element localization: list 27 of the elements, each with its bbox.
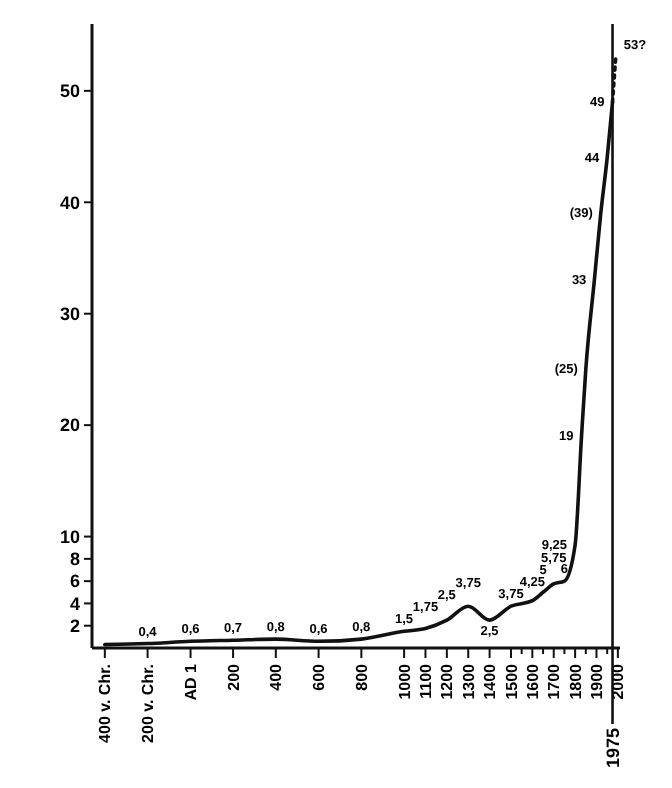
- x-tick-label: 800: [352, 662, 371, 691]
- x-tick-label: 400 v. Chr.: [96, 664, 115, 743]
- x-tick-label: 1800: [566, 662, 585, 700]
- x-tick-label: AD 1: [182, 662, 201, 701]
- y-tick-label: 4: [69, 593, 80, 614]
- y-tick-label: 50: [59, 81, 80, 102]
- x-tick-label: 1700: [545, 662, 564, 700]
- x-tick-label: 1000: [395, 662, 414, 700]
- x-tick-label: 1900: [588, 662, 607, 700]
- y-tick-label: 40: [59, 192, 80, 213]
- y-tick-label: 20: [59, 415, 80, 436]
- y-tick-label: 6: [69, 571, 80, 592]
- x-tick-label: 1600: [523, 662, 542, 700]
- x-tick-label: 200 v. Chr.: [139, 664, 158, 743]
- ref-line-label: 1975: [602, 728, 623, 769]
- y-tick-label: 30: [59, 304, 80, 325]
- y-tick-label: 2: [69, 616, 80, 637]
- x-tick-label: 400: [267, 662, 286, 691]
- x-tick-label: 200: [224, 662, 243, 691]
- x-tick-label: 1500: [502, 662, 521, 700]
- x-tick-label: 600: [310, 662, 329, 691]
- y-tick-label: 8: [69, 549, 80, 570]
- x-tick-label: 1200: [438, 662, 457, 700]
- y-tick-label: 10: [59, 526, 80, 547]
- x-tick-label: 1300: [459, 662, 478, 700]
- x-tick-label: 1400: [481, 662, 500, 700]
- x-tick-label: 1100: [417, 662, 436, 699]
